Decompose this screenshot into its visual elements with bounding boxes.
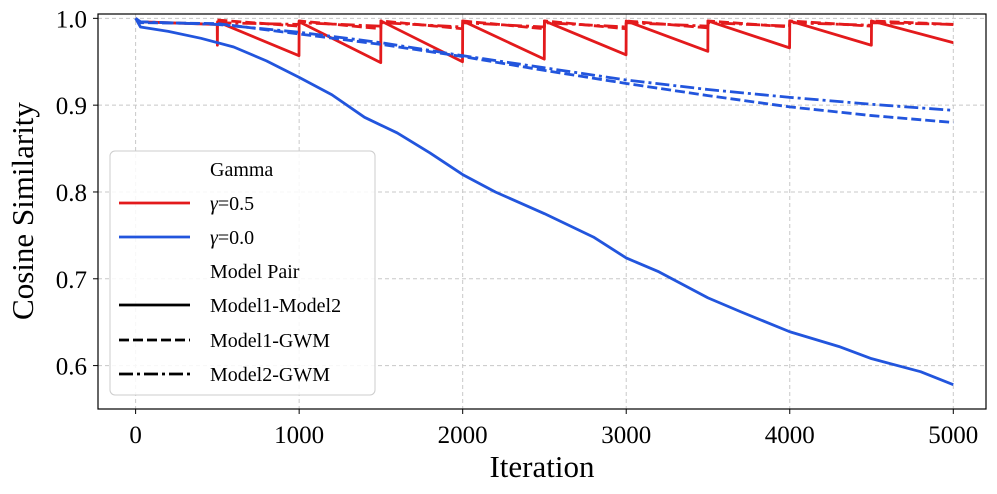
legend-gamma-0.0-symbol: γ	[210, 227, 219, 249]
legend-gamma-0.5-symbol: γ	[210, 193, 219, 215]
legend: Gamma γ=0.5 γ=0.0 Model Pair Model1-Mode…	[109, 150, 376, 396]
series-line-gamma-0.0-model1-model2	[134, 17, 954, 386]
y-tick-label: 0.7	[56, 267, 87, 294]
legend-gamma-0.0-value: =0.0	[218, 227, 254, 249]
legend-gamma-0.5-value: =0.5	[218, 193, 254, 215]
data-series	[134, 17, 955, 386]
legend-box	[109, 150, 376, 396]
y-tick-label: 1.0	[56, 6, 87, 33]
legend-title-model-pair: Model Pair	[210, 261, 300, 283]
y-tick-label: 0.9	[56, 93, 87, 120]
y-axis-label: Cosine Similarity	[5, 102, 40, 320]
series-line-gamma-0.0-model2-gwm	[134, 17, 954, 112]
x-tick-label: 2000	[438, 422, 488, 449]
legend-label-gamma-0.5: γ=0.5	[210, 193, 254, 215]
legend-title-gamma: Gamma	[210, 159, 273, 181]
x-axis-label: Iteration	[489, 449, 595, 484]
legend-label-gamma-0.0: γ=0.0	[210, 227, 254, 249]
axis-ticks: 0 1000 2000 3000 4000 5000 0.6 0.7 0.8 0.9 1.0	[56, 6, 979, 449]
plot-frame	[97, 13, 987, 410]
series-line-gamma-0.5-model1-model2	[134, 17, 955, 65]
legend-label-model2-gwm: Model2-GWM	[210, 364, 330, 386]
x-tick-label: 0	[129, 422, 142, 449]
x-tick-label: 4000	[765, 422, 815, 449]
x-tick-label: 5000	[928, 422, 978, 449]
y-tick-label: 0.8	[56, 180, 87, 207]
series-line-gamma-0.5-model2-gwm	[217, 21, 954, 29]
x-tick-label: 3000	[601, 422, 651, 449]
x-tick-label: 1000	[274, 422, 324, 449]
legend-label-model1-model2: Model1-Model2	[210, 295, 341, 317]
y-tick-label: 0.6	[56, 354, 87, 381]
legend-label-model1-gwm: Model1-GWM	[210, 330, 330, 352]
